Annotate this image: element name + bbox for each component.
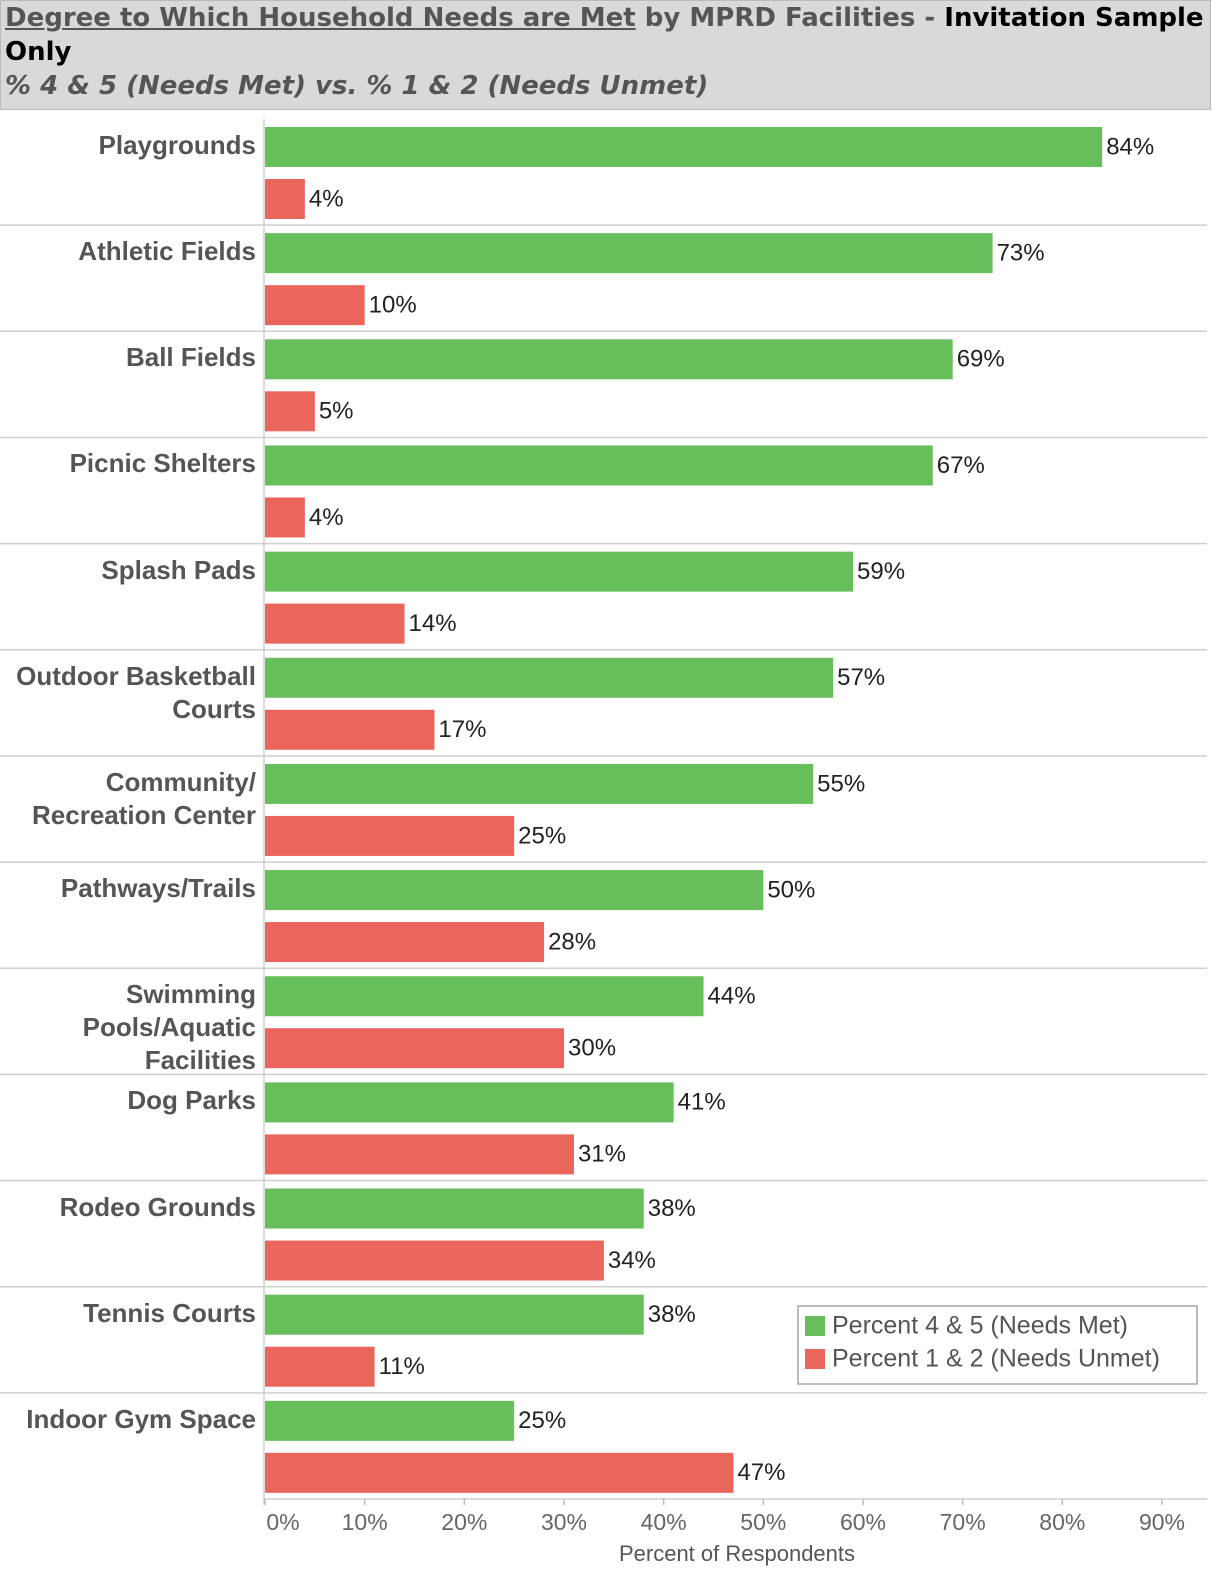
bar [265,1400,515,1441]
value-label: 67% [937,452,985,479]
bar [265,1134,574,1175]
bar [265,603,405,644]
legend-label: Percent 4 & 5 (Needs Met) [832,1312,1128,1340]
x-tick-label: 80% [1039,1509,1085,1535]
bar [265,179,305,219]
category-label: Picnic Shelters [69,448,256,479]
value-label: 47% [737,1459,785,1486]
bar [265,763,814,804]
legend-box [797,1305,1198,1385]
bar [265,657,834,698]
bar [265,1082,674,1123]
value-label: 59% [857,558,905,585]
category-label: Playgrounds [98,130,256,160]
value-label: 17% [438,716,486,743]
value-label: 44% [708,983,756,1010]
bar [265,445,933,486]
value-label: 34% [608,1247,656,1274]
x-tick-label: 30% [541,1509,587,1535]
x-tick-label: 10% [342,1509,388,1535]
value-label: 11% [379,1353,425,1380]
x-tick-label: 40% [641,1509,687,1535]
bar [265,1028,564,1069]
title-part: Invitation Sample Only [5,3,1204,67]
x-axis-label: Percent of Respondents [619,1541,855,1566]
bar [265,922,545,963]
title-part: by MPRD Facilities - [635,3,945,33]
x-tick-label: 50% [740,1509,786,1535]
bar [265,339,953,380]
legend-label: Percent 1 & 2 (Needs Unmet) [832,1345,1160,1373]
bar [265,976,704,1017]
value-label: 69% [957,346,1005,373]
value-label: 84% [1106,133,1154,160]
x-tick-label: 0% [266,1509,299,1535]
chart-subtitle: % 4 & 5 (Needs Met) vs. % 1 & 2 (Needs U… [5,71,709,101]
value-label: 25% [518,1407,566,1434]
x-tick-label: 60% [840,1509,886,1535]
category-label: Indoor Gym Space [26,1403,256,1434]
value-label: 41% [678,1089,726,1116]
value-label: 50% [767,876,815,903]
bar [265,870,764,911]
bar [265,127,1103,167]
bar [265,551,854,592]
category-label: Swimming Pools/Aquatic Facilities [82,979,256,1076]
category-label: Ball Fields [125,342,256,373]
category-label: Splash Pads [101,554,256,585]
value-label: 38% [648,1301,696,1328]
category-label: Pathways/Trails [60,873,256,904]
x-tick-label: 70% [940,1509,986,1535]
value-label: 38% [648,1195,696,1222]
bar [265,285,365,326]
x-tick-label: 20% [441,1509,487,1535]
category-label: Dog Parks [127,1085,256,1116]
value-label: 14% [409,610,457,637]
value-label: 25% [518,822,566,849]
category-label: Tennis Courts [83,1297,256,1328]
category-label: Athletic Fields [78,236,256,267]
value-label: 5% [319,398,354,425]
header: Degree to Which Household Needs are Met … [0,0,1211,110]
legend-swatch [805,1349,825,1369]
value-label: 73% [997,239,1045,266]
bar [265,1346,375,1387]
bar [265,391,315,432]
legend-swatch [805,1316,825,1336]
value-label: 57% [837,664,885,691]
category-label: Outdoor Basketball Courts [16,660,256,724]
bar [265,1294,644,1335]
value-label: 30% [568,1035,616,1062]
bar [265,497,305,538]
value-label: 31% [578,1141,626,1168]
category-label: Rodeo Grounds [59,1191,256,1222]
category-label: Community/ Recreation Center [32,766,256,830]
value-label: 28% [548,928,596,955]
value-label: 4% [309,185,344,212]
bar [265,1452,734,1493]
x-tick-label: 90% [1139,1509,1185,1535]
value-label: 10% [369,291,417,318]
bar [265,815,515,856]
title-part: Degree to Which Household Needs are Met [5,3,636,33]
bar [265,709,435,750]
value-label: 4% [309,504,344,531]
chart-title: Degree to Which Household Needs are Met … [5,1,1210,69]
bar [265,1188,644,1229]
bar [265,1240,604,1281]
bar [265,233,993,274]
value-label: 55% [817,770,865,797]
